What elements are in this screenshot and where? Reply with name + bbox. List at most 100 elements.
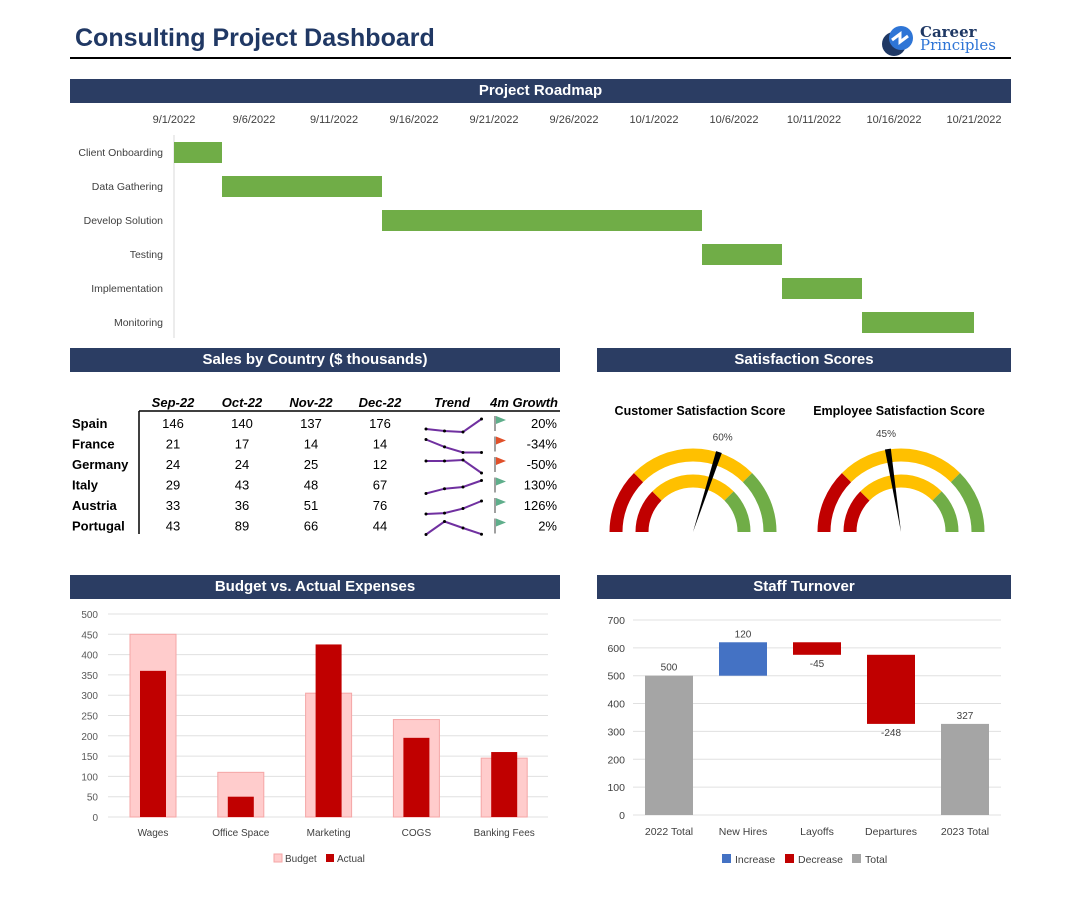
x-tick: Marketing xyxy=(307,828,351,839)
date-tick: 10/1/2022 xyxy=(630,114,679,126)
sparkline-point xyxy=(443,520,446,523)
task-label: Implementation xyxy=(91,283,163,295)
section-header-sales: Sales by Country ($ thousands) xyxy=(70,348,560,372)
sales-value: 140 xyxy=(231,416,253,431)
y-tick: 250 xyxy=(81,712,98,723)
gauges: Customer Satisfaction Score 60% Employee S… xyxy=(609,404,985,533)
sparkline-point xyxy=(424,438,428,441)
legend-label: Total xyxy=(865,854,887,866)
actual-bar xyxy=(315,644,342,817)
sales-value: 25 xyxy=(304,457,318,472)
growth-value: 130% xyxy=(524,478,558,493)
gauge-segment xyxy=(841,448,961,483)
date-tick: 9/16/2022 xyxy=(390,114,439,126)
column-header: Sep-22 xyxy=(152,395,195,410)
sales-value: 89 xyxy=(235,519,249,534)
task-label: Develop Solution xyxy=(84,215,164,227)
gauge-title: Customer Satisfaction Score xyxy=(615,404,786,418)
section-header-satisfaction: Satisfaction Scores xyxy=(597,348,1011,372)
sales-table: Sep-22 Oct-22 Nov-22 Dec-22 Trend 4m Growth Sp… xyxy=(72,395,560,536)
sales-value: 51 xyxy=(304,498,318,513)
total-bar xyxy=(941,723,989,815)
sales-value: 76 xyxy=(373,498,387,513)
waterfall-chart: 0 100 200 300 400 500 600 700 500 2022 Total 120 Ne… xyxy=(607,615,1001,866)
sparkline-point xyxy=(443,429,446,433)
sparkline-point xyxy=(443,511,446,515)
gauge-segment xyxy=(860,474,942,501)
legend-swatch xyxy=(852,854,861,863)
task-bar xyxy=(782,278,862,299)
legend-swatch xyxy=(326,854,334,862)
sparkline-point xyxy=(424,512,428,516)
gauge-segment xyxy=(635,491,662,533)
decrease-bar xyxy=(867,654,915,724)
country-label: France xyxy=(72,437,115,452)
y-tick: 400 xyxy=(607,699,625,711)
task-bar xyxy=(382,210,702,231)
task-label: Client Onboarding xyxy=(78,147,163,159)
y-tick: 450 xyxy=(81,630,98,641)
sales-value: 33 xyxy=(166,498,180,513)
gauge-segment xyxy=(724,491,751,533)
sales-value: 176 xyxy=(369,416,391,431)
data-label: -45 xyxy=(810,659,825,670)
sales-value: 137 xyxy=(300,416,322,431)
section-header-turnover: Staff Turnover xyxy=(597,575,1011,599)
sparkline xyxy=(425,479,482,495)
sparkline-point xyxy=(480,532,483,536)
y-tick: 100 xyxy=(607,782,625,794)
country-label: Austria xyxy=(72,498,118,513)
sparkline xyxy=(425,500,482,515)
column-header: Dec-22 xyxy=(359,395,402,410)
date-tick: 10/21/2022 xyxy=(946,114,1001,126)
gauge-segment xyxy=(817,472,852,533)
sparkline-point xyxy=(443,445,446,449)
x-tick: Banking Fees xyxy=(474,828,535,839)
growth-value: 20% xyxy=(531,416,557,431)
sales-value: 21 xyxy=(166,437,180,452)
column-header: Nov-22 xyxy=(289,395,333,410)
y-tick: 200 xyxy=(607,754,625,766)
x-tick: Layoffs xyxy=(800,826,834,838)
data-label: 120 xyxy=(735,629,752,640)
section-header-budget: Budget vs. Actual Expenses xyxy=(70,575,560,599)
sparkline-point xyxy=(443,459,446,463)
sparkline-point xyxy=(480,451,483,454)
y-tick: 200 xyxy=(81,732,98,743)
sparkline-point xyxy=(480,499,483,503)
sales-value: 44 xyxy=(373,519,387,534)
section-header-roadmap: Project Roadmap xyxy=(70,79,1011,103)
growth-value: -50% xyxy=(527,457,558,472)
date-tick: 10/6/2022 xyxy=(710,114,759,126)
sparkline-point xyxy=(461,526,465,530)
date-tick: 9/21/2022 xyxy=(470,114,519,126)
sparkline-point xyxy=(480,417,483,421)
x-tick: 2022 Total xyxy=(645,826,693,838)
sales-value: 36 xyxy=(235,498,249,513)
y-tick: 0 xyxy=(619,810,625,822)
sparkline-point xyxy=(480,479,483,482)
y-tick: 150 xyxy=(81,752,98,763)
sales-value: 43 xyxy=(166,519,180,534)
green-flag-icon xyxy=(496,518,506,527)
sparkline xyxy=(425,418,483,434)
sales-value: 12 xyxy=(373,457,387,472)
red-flag-icon xyxy=(496,436,506,445)
green-flag-icon xyxy=(496,477,506,486)
gauge-value: 60% xyxy=(713,433,733,444)
x-tick: Wages xyxy=(138,828,169,839)
legend-label: Budget xyxy=(285,854,317,865)
date-tick: 9/26/2022 xyxy=(550,114,599,126)
sales-value: 24 xyxy=(166,457,180,472)
sparkline-point xyxy=(461,507,465,511)
y-tick: 500 xyxy=(81,610,98,621)
x-tick: Departures xyxy=(865,826,917,838)
sparkline xyxy=(426,458,483,474)
legend-swatch xyxy=(722,854,731,863)
task-bar xyxy=(862,312,974,333)
y-tick: 700 xyxy=(607,615,625,627)
gauge-title: Employee Satisfaction Score xyxy=(813,404,985,418)
gauge-segment xyxy=(633,448,753,483)
growth-value: 126% xyxy=(524,498,558,513)
column-header: Oct-22 xyxy=(222,395,263,410)
